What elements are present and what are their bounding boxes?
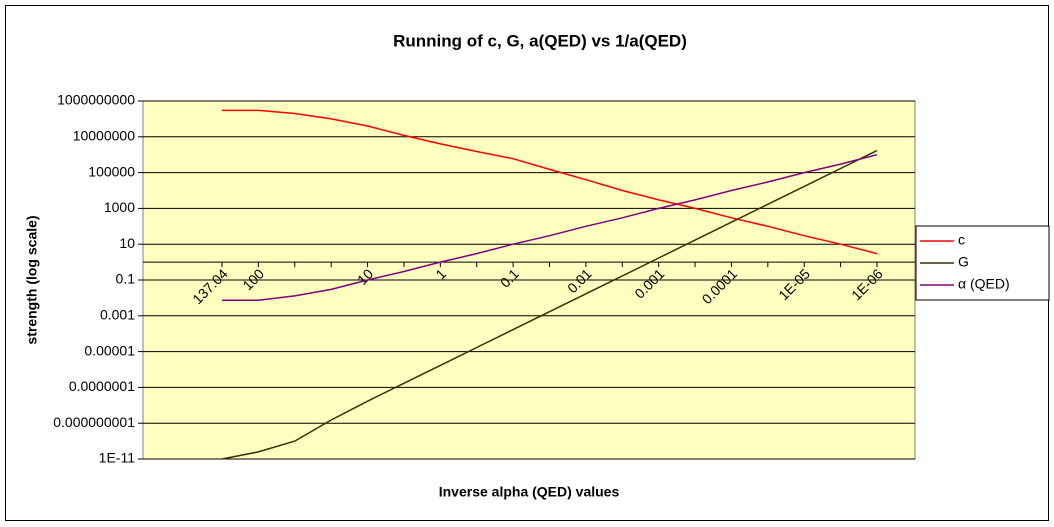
y-tick-label: 10000000 [73,128,136,144]
x-axis-title: Inverse alpha (QED) values [439,484,620,500]
legend-label: c [958,232,965,248]
y-tick-label: 10 [119,235,135,251]
y-tick-label: 1000000000 [57,92,135,108]
y-axis-title: strength (log scale) [24,215,40,344]
legend-label: G [958,254,969,270]
series-line [221,149,878,460]
series-line [222,153,878,302]
series-line [222,109,878,255]
legend-label: α (QED) [958,276,1010,292]
chart-title: Running of c, G, a(QED) vs 1/a(QED) [393,31,687,50]
y-tick-label: 1000 [104,199,135,215]
y-tick-label: 1E-11 [99,450,136,466]
y-tick-label: 0.00001 [84,342,135,358]
y-tick-label: 0.000000001 [53,414,135,430]
y-tick-label: 0.0000001 [69,378,135,394]
y-tick-label: 0.1 [116,271,136,287]
y-tick-label: 0.001 [100,307,135,323]
y-tick-label: 100000 [88,163,135,179]
